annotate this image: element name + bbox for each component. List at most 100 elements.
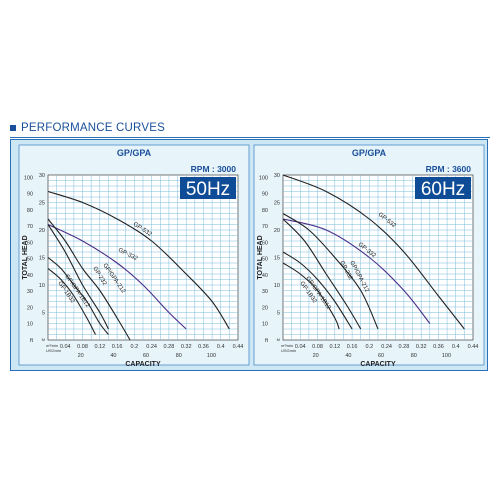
x-tick-label: 0.04 bbox=[60, 344, 71, 350]
y2-tick-label: 50 bbox=[27, 257, 33, 263]
y-tick-label: 30 bbox=[39, 173, 45, 179]
x-tick-label: 0.2 bbox=[131, 344, 139, 350]
series-line-gp-1b32 bbox=[282, 262, 340, 330]
y2-tick-label: 40 bbox=[27, 273, 33, 279]
y-tick-label: 10 bbox=[274, 283, 280, 289]
x-tick-label: 0.24 bbox=[146, 344, 157, 350]
series-line-gp-1b32 bbox=[47, 268, 96, 335]
x-tick-label: 0.44 bbox=[468, 344, 479, 350]
y2-tick-label: 20 bbox=[27, 305, 33, 311]
y-tick-label: 25 bbox=[274, 201, 280, 207]
x-tick-label: 0.24 bbox=[381, 344, 392, 350]
series-line-gp-gpa-1b12 bbox=[47, 257, 109, 335]
y-unit-label: M bbox=[277, 337, 280, 342]
x2-tick-label: 80 bbox=[411, 353, 417, 359]
y-axis-label: TOTAL HEAD bbox=[22, 235, 29, 279]
x2-tick-label: 40 bbox=[345, 353, 351, 359]
frequency-badge bbox=[415, 177, 471, 199]
series-line-gp-332 bbox=[47, 224, 187, 330]
x-tick-label: 0.36 bbox=[433, 344, 444, 350]
y2-tick-label: 70 bbox=[262, 224, 268, 230]
y2-tick-label: 30 bbox=[27, 289, 33, 295]
x2-tick-label: 20 bbox=[313, 353, 319, 359]
x2-tick-label: 100 bbox=[207, 353, 216, 359]
x2-unit-label: USGmin bbox=[46, 348, 61, 353]
x-tick-label: 0.28 bbox=[399, 344, 410, 350]
y2-tick-label: 40 bbox=[262, 273, 268, 279]
x2-tick-label: 80 bbox=[176, 353, 182, 359]
chart-title: GP/GPA bbox=[352, 148, 387, 158]
y2-tick-label: 100 bbox=[24, 175, 33, 181]
x-tick-label: 0.08 bbox=[312, 344, 323, 350]
x-tick-label: 0.44 bbox=[233, 344, 244, 350]
frequency-label: 60Hz bbox=[421, 179, 465, 200]
y2-unit-label: ft bbox=[30, 338, 34, 344]
x2-tick-label: 60 bbox=[143, 353, 149, 359]
y2-unit-label: ft bbox=[265, 338, 269, 344]
x-tick-label: 0.2 bbox=[366, 344, 374, 350]
y-tick-label: 25 bbox=[39, 201, 45, 207]
frequency-badge bbox=[180, 177, 236, 199]
chart-panel-1: GP/GPA RPM : 3000 50Hz 10 20 30 40 50 60 70 80 90 10… bbox=[18, 144, 250, 368]
y2-tick-label: 10 bbox=[262, 322, 268, 328]
chart-panel-2: GP/GPA RPM : 3600 60Hz 10 20 30 40 50 60 70 80 90 10… bbox=[253, 144, 485, 368]
x-tick-label: 0.04 bbox=[295, 344, 306, 350]
x2-tick-label: 40 bbox=[110, 353, 116, 359]
x-axis-label: CAPACITY bbox=[360, 361, 396, 368]
series-line-gp-gpa-1b12 bbox=[282, 251, 353, 330]
bullet-square-icon bbox=[10, 125, 16, 131]
y-tick-label: 5 bbox=[42, 311, 45, 317]
y-tick-label: 15 bbox=[274, 256, 280, 262]
y2-tick-label: 10 bbox=[27, 322, 33, 328]
x-tick-label: 0.32 bbox=[181, 344, 192, 350]
chart-title: GP/GPA bbox=[117, 148, 152, 158]
y2-tick-label: 20 bbox=[262, 305, 268, 311]
y-tick-label: 10 bbox=[39, 283, 45, 289]
y2-tick-label: 30 bbox=[262, 289, 268, 295]
y2-tick-label: 80 bbox=[262, 208, 268, 214]
x-tick-label: 0.28 bbox=[164, 344, 175, 350]
grid-lines bbox=[48, 175, 238, 340]
y-tick-label: 20 bbox=[39, 228, 45, 234]
series-line-gp-332 bbox=[282, 218, 431, 324]
y-tick-label: 15 bbox=[39, 256, 45, 262]
x2-tick-label: 20 bbox=[78, 353, 84, 359]
x-tick-label: 0.36 bbox=[198, 344, 209, 350]
series-line-gp-532 bbox=[47, 190, 230, 330]
header-divider bbox=[10, 137, 490, 138]
frequency-label: 50Hz bbox=[186, 179, 230, 200]
x-tick-label: 0.12 bbox=[329, 344, 340, 350]
y2-tick-label: 80 bbox=[27, 208, 33, 214]
y2-tick-label: 90 bbox=[27, 192, 33, 198]
y2-tick-label: 50 bbox=[262, 257, 268, 263]
y2-tick-label: 100 bbox=[259, 175, 268, 181]
x-unit-label: m³/min bbox=[46, 343, 58, 348]
series-line-gp-532 bbox=[282, 174, 465, 330]
y-tick-label: 30 bbox=[274, 173, 280, 179]
y2-tick-label: 90 bbox=[262, 192, 268, 198]
rpm-label: RPM : 3000 bbox=[191, 164, 237, 174]
x2-unit-label: USGmin bbox=[281, 348, 296, 353]
series-line-gp-232 bbox=[47, 224, 109, 330]
section-header: PERFORMANCE CURVES bbox=[10, 120, 165, 136]
x2-tick-label: 100 bbox=[442, 353, 451, 359]
y-unit-label: M bbox=[42, 337, 45, 342]
x2-tick-label: 60 bbox=[378, 353, 384, 359]
x-tick-label: 0.12 bbox=[94, 344, 105, 350]
y-tick-label: 20 bbox=[274, 228, 280, 234]
y2-tick-label: 60 bbox=[262, 240, 268, 246]
x-tick-label: 0.16 bbox=[112, 344, 123, 350]
section-title: PERFORMANCE CURVES bbox=[21, 122, 165, 134]
y-axis-label: TOTAL HEAD bbox=[257, 235, 264, 279]
x-tick-label: 0.32 bbox=[416, 344, 427, 350]
y2-tick-label: 70 bbox=[27, 224, 33, 230]
x-tick-label: 0.4 bbox=[217, 344, 225, 350]
x-tick-label: 0.08 bbox=[77, 344, 88, 350]
x-tick-label: 0.4 bbox=[452, 344, 460, 350]
x-axis-label: CAPACITY bbox=[125, 361, 161, 368]
x-tick-label: 0.16 bbox=[347, 344, 358, 350]
series-line-gp-232 bbox=[282, 218, 362, 330]
series-line-gp-gpa-212 bbox=[282, 213, 379, 330]
y-tick-label: 5 bbox=[277, 311, 280, 317]
